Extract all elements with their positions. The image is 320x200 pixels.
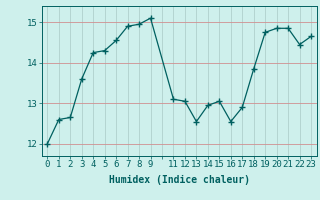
X-axis label: Humidex (Indice chaleur): Humidex (Indice chaleur) (109, 175, 250, 185)
